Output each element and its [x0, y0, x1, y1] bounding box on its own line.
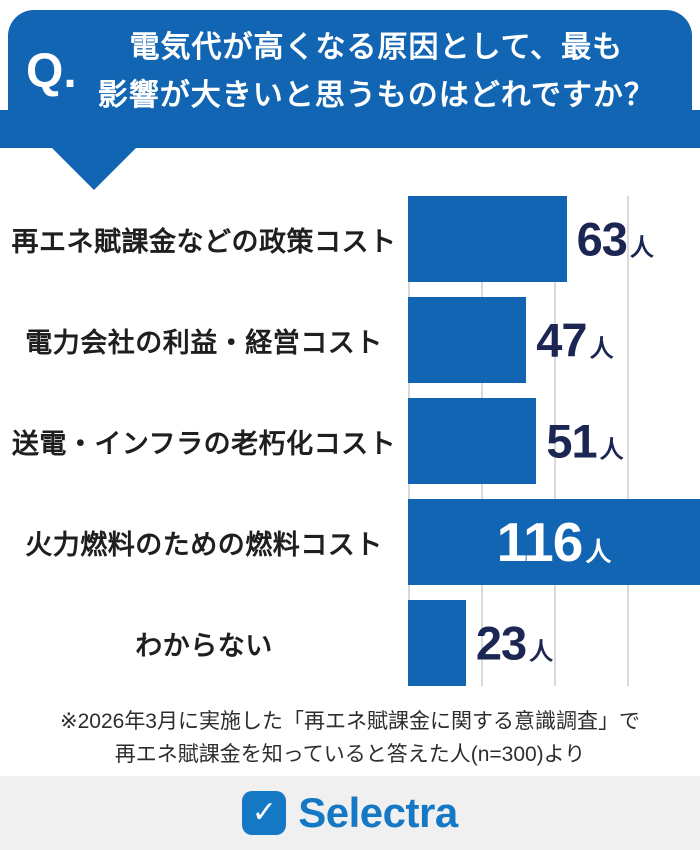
footnote-line1: ※2026年3月に実施した「再エネ賦課金に関する意識調査」で: [60, 710, 640, 733]
bar-label: 火力燃料のための燃料コスト: [25, 529, 383, 560]
bar-chart: 再エネ賦課金などの政策コスト 63 人 電力会社の利益・経営コスト 47 人 送電・…: [0, 196, 700, 686]
value-number: 51: [546, 414, 597, 468]
bar: 116 人: [408, 499, 700, 585]
bar-row: 火力燃料のための燃料コスト 116 人: [0, 499, 700, 585]
bar-value: 63 人: [567, 212, 654, 267]
bar: 23 人: [408, 600, 553, 686]
brand-footer: ✓ Selectra: [0, 776, 700, 850]
question-title-line1: 電気代が高くなる原因として、最も: [129, 31, 624, 64]
value-number: 116: [496, 511, 584, 573]
q-label: Q.: [26, 45, 77, 98]
bar-label: 電力会社の利益・経営コスト: [25, 327, 383, 358]
bar-value: 51 人: [536, 414, 623, 469]
bar-row: 電力会社の利益・経営コスト 47 人: [0, 297, 700, 383]
bar-zone: 47 人: [408, 297, 700, 383]
question-title-line2: 影響が大きいと思うものはどれですか？: [97, 79, 655, 112]
value-unit: 人: [629, 234, 654, 262]
bar-row: わからない 23 人: [0, 600, 700, 686]
bar-row: 再エネ賦課金などの政策コスト 63 人: [0, 196, 700, 282]
bar-zone: 51 人: [408, 398, 700, 484]
bar-label: 再エネ賦課金などの政策コスト: [11, 226, 397, 257]
value-unit: 人: [585, 537, 612, 567]
footnote-line2: 再エネ賦課金を知っていると答えた人(n=300)より: [114, 742, 586, 766]
value-number: 47: [536, 313, 587, 367]
gridline: [627, 196, 629, 686]
question-title: 電気代が高くなる原因として、最も 影響が大きいと思うものはどれですか？: [81, 24, 672, 120]
bar-zone: 116 人: [408, 499, 700, 585]
bar: 63 人: [408, 196, 654, 282]
bar: 51 人: [408, 398, 624, 484]
value-unit: 人: [589, 335, 614, 363]
speech-pointer-icon: [52, 148, 136, 190]
bar-label: わからない: [135, 630, 273, 661]
question-banner: Q. 電気代が高くなる原因として、最も 影響が大きいと思うものはどれですか？: [8, 10, 692, 138]
bar-zone: 63 人: [408, 196, 700, 282]
selectra-checkmark-icon: ✓: [242, 791, 287, 835]
bar-value: 23 人: [466, 616, 553, 671]
bar-value: 47 人: [526, 313, 613, 368]
bar: 47 人: [408, 297, 614, 383]
value-number: 23: [475, 616, 527, 670]
bar-label: 送電・インフラの老朽化コスト: [11, 428, 397, 459]
bar-value: 116 人: [408, 510, 700, 574]
survey-footnote: ※2026年3月に実施した「再エネ賦課金に関する意識調査」で 再エネ賦課金を知っ…: [0, 706, 700, 771]
value-number: 63: [576, 212, 628, 266]
gridline: [554, 196, 556, 686]
bar-zone: 23 人: [408, 600, 700, 686]
value-unit: 人: [599, 436, 624, 464]
value-unit: 人: [529, 638, 554, 666]
bar-row: 送電・インフラの老朽化コスト 51 人: [0, 398, 700, 484]
brand-name: Selectra: [298, 789, 458, 836]
